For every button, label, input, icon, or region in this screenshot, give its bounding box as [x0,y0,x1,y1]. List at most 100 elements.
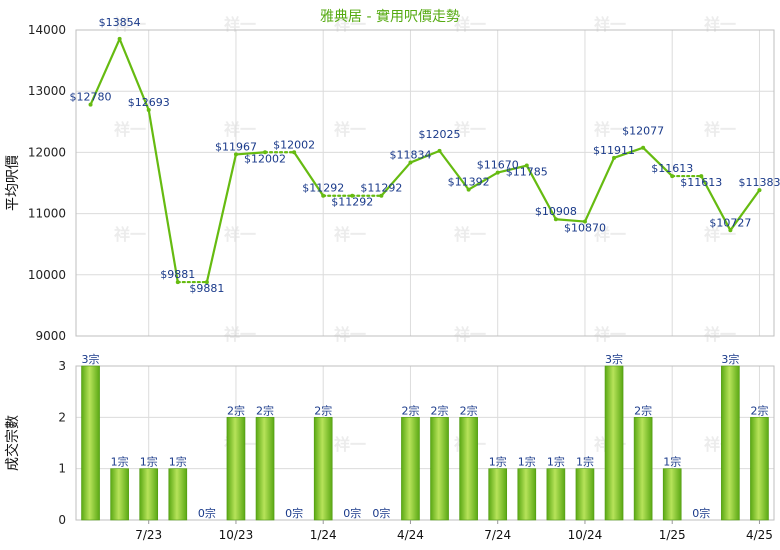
price-line-segment [700,174,732,232]
price-data-label: $10727 [709,216,751,229]
watermark-text: 祥一 [224,325,256,344]
volume-data-label: 0宗 [198,506,216,520]
volume-data-label: 2宗 [256,403,274,417]
volume-bar [721,365,740,521]
volume-bar [459,417,478,521]
price-data-label: $11292 [331,196,373,209]
watermark-text: 祥一 [334,325,366,344]
volume-bar [81,365,100,521]
volume-bar [168,468,188,521]
watermark-text: 祥一 [114,120,146,139]
price-data-label: $11392 [448,176,490,189]
volume-data-label: 2宗 [314,403,332,417]
price-data-label: $12077 [622,125,664,138]
price-data-label: $11967 [215,140,257,153]
volume-data-label: 1宗 [518,455,536,469]
price-line-segment [380,161,412,197]
price-point [117,36,122,41]
watermark-text: 祥一 [704,15,736,34]
price-data-label: $11292 [360,182,402,195]
price-point [88,102,93,107]
price-y-axis-title: 平均呎價 [4,155,21,211]
price-line-segment [554,218,587,223]
volume-data-label: 2宗 [460,403,478,417]
volume-bar [255,417,275,521]
price-data-label: $12025 [419,128,461,141]
price-point [757,188,762,193]
x-tick-label: 1/24 [310,528,337,542]
price-data-label: $11613 [651,162,693,175]
price-point [553,217,558,222]
volume-data-label: 1宗 [140,455,158,469]
axes: 9000 10000 11000 12000 13000 14000 平均呎價 0 1 2 3 7/2… [4,23,773,542]
volume-bar [517,468,537,521]
price-y-tick-label: 12000 [28,145,66,159]
price-data-label: $12002 [244,152,286,165]
price-y-tick-label: 13000 [28,84,66,98]
price-y-tick-label: 11000 [28,207,66,221]
price-line-segment [525,164,557,221]
volume-y-axis-title: 成交宗數 [4,415,21,471]
x-tick-label: 7/23 [135,528,162,542]
volume-data-label: 2宗 [431,403,449,417]
volume-bar [401,417,420,521]
price-line-segment [642,146,674,178]
price-data-label: $12780 [70,91,112,104]
price-point [146,107,151,112]
price-line-segment [729,189,761,232]
volume-data-label: 1宗 [576,455,594,469]
price-point [408,160,413,165]
volume-data-label: 1宗 [489,455,507,469]
volume-bar [546,468,566,521]
volume-data-label: 2宗 [227,403,245,417]
price-point [204,280,209,285]
volume-bar [488,468,508,521]
volume-data-label: 2宗 [750,403,768,417]
watermark-text: 祥一 [334,15,366,34]
watermark-text: 祥一 [594,120,626,139]
price-data-label: $10908 [535,205,577,218]
price-point [699,174,704,179]
price-point [670,174,675,179]
volume-data-label: 1宗 [169,455,187,469]
watermark-text: 祥一 [594,325,626,344]
price-line-segment [438,149,470,191]
volume-bar [750,417,769,521]
price-data-label: $11834 [389,149,431,162]
watermark-text: 祥一 [334,435,366,454]
chart-title: 雅典居 - 實用呎價走勢 [320,8,460,25]
price-line-segment [147,108,179,284]
price-data-label: $11785 [506,166,548,179]
price-data-label: $11292 [302,182,344,195]
volume-y-tick-label: 0 [58,513,66,527]
price-point [641,145,646,150]
price-data-label: $9881 [160,268,195,281]
price-data-label: $11613 [680,176,722,189]
watermark-text: 祥一 [454,15,486,34]
price-line-segment [467,171,499,191]
volume-bar [110,468,129,521]
volume-bar [139,468,159,521]
x-tick-label: 4/24 [397,528,424,542]
price-data-label: $12693 [128,96,170,109]
volume-data-label: 0宗 [692,506,710,520]
volume-data-label: 1宗 [663,455,681,469]
volume-data-label: 0宗 [343,506,361,520]
price-line-segment [612,146,645,159]
price-line-segment [583,156,616,223]
price-y-tick-label: 9000 [35,329,66,343]
price-point [466,187,471,192]
price-line-series [88,36,762,285]
price-line-segment [89,37,121,106]
volume-data-label: 1宗 [111,455,129,469]
price-line-segment [409,149,441,164]
volume-data-label: 0宗 [285,506,303,520]
volume-bar [313,417,333,521]
price-data-label: $9881 [189,282,224,295]
price-point [321,193,326,198]
watermark-text: 祥一 [594,225,626,244]
volume-y-tick-label: 2 [58,410,66,424]
watermark-text: 祥一 [114,225,146,244]
price-y-tick-label: 10000 [28,268,66,282]
